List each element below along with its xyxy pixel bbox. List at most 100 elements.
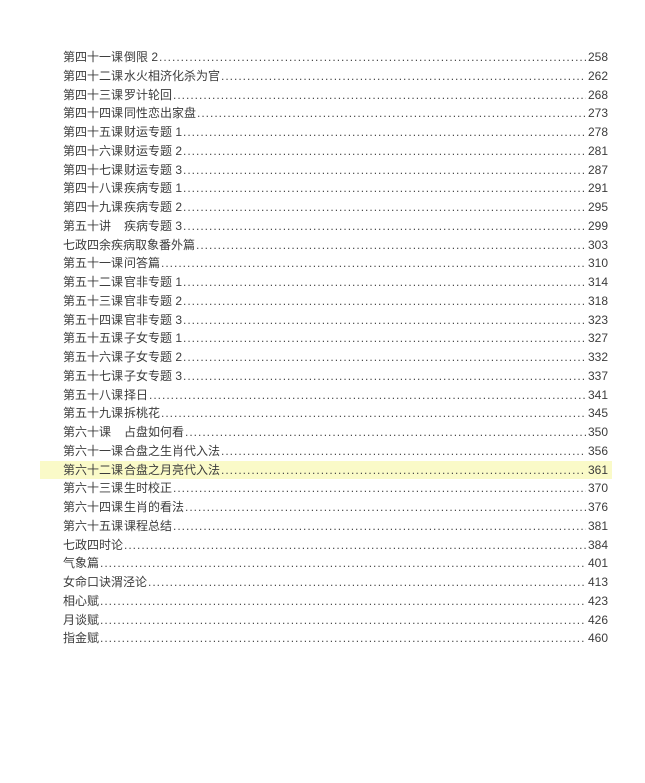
dot-leader bbox=[183, 273, 586, 292]
toc-chapter-label: 第五十一课 bbox=[63, 256, 124, 271]
toc-entry-title: 课程总结 bbox=[124, 518, 173, 533]
toc-entry-title: 财运专题 2 bbox=[124, 143, 183, 158]
toc-chapter-label: 第五十九课 bbox=[63, 406, 124, 421]
toc-chapter-label: 第四十一课 bbox=[63, 50, 124, 64]
toc-page-number: 258 bbox=[587, 50, 608, 64]
toc-chapter-label: 第五十二课 bbox=[63, 275, 124, 289]
dot-leader bbox=[183, 198, 586, 217]
toc-page-number: 460 bbox=[587, 631, 608, 646]
dot-leader bbox=[100, 629, 586, 648]
toc-page-number: 303 bbox=[587, 237, 608, 252]
toc-page-number: 376 bbox=[587, 500, 608, 514]
toc-entry-title: 问答篇 bbox=[124, 256, 161, 271]
toc-page-number: 327 bbox=[587, 331, 608, 346]
dot-leader bbox=[196, 236, 586, 255]
toc-page-number: 299 bbox=[587, 218, 608, 233]
toc-chapter-label: 第五十三课 bbox=[63, 293, 124, 308]
toc-entry-title: 子女专题 3 bbox=[124, 368, 183, 383]
toc-entry-title: 子女专题 1 bbox=[124, 331, 183, 346]
toc-entry[interactable]: 七政四余疾病取象番外篇 303 bbox=[40, 236, 612, 255]
toc-entry-title: 倒限 2 bbox=[124, 50, 159, 64]
toc-page-number: 314 bbox=[587, 275, 608, 289]
toc-page-number: 423 bbox=[587, 593, 608, 608]
toc-chapter-label: 第五十讲 bbox=[63, 218, 112, 233]
toc-chapter-label: 第四十四课 bbox=[63, 106, 124, 121]
toc-entry-title: 合盘之生肖代入法 bbox=[124, 443, 221, 458]
toc-page-number: 273 bbox=[587, 106, 608, 121]
toc-page-number: 370 bbox=[587, 481, 608, 496]
toc-page-number: 310 bbox=[587, 256, 608, 271]
toc-chapter-label: 第四十八课 bbox=[63, 181, 124, 196]
toc-entry[interactable]: 女命口诀渭泾论 413 bbox=[40, 573, 612, 592]
dot-leader bbox=[183, 142, 586, 161]
toc-entry-title: 择日 bbox=[124, 387, 149, 402]
toc-entry-title: 月谈赋 bbox=[63, 612, 100, 627]
toc-chapter-label: 第六十四课 bbox=[63, 500, 124, 514]
toc-page-number: 381 bbox=[587, 518, 608, 533]
toc-entry[interactable]: 气象篇 401 bbox=[40, 554, 612, 573]
toc-entry-title: 同性恋出家盘 bbox=[124, 106, 197, 121]
toc-entry-title: 财运专题 1 bbox=[124, 125, 183, 139]
toc-page-number: 345 bbox=[587, 406, 608, 421]
toc-page-number: 350 bbox=[587, 425, 608, 439]
toc-entry-title: 官非专题 2 bbox=[124, 293, 183, 308]
dot-leader bbox=[100, 611, 586, 630]
toc-entry[interactable]: 月谈赋 426 bbox=[40, 611, 612, 630]
toc-entry[interactable]: 指金赋 460 bbox=[40, 629, 612, 648]
dot-leader bbox=[161, 254, 586, 273]
toc-page-number: 268 bbox=[587, 87, 608, 102]
toc-chapter-label: 第五十四课 bbox=[63, 312, 124, 327]
toc-entry-title: 女命口诀渭泾论 bbox=[63, 575, 148, 589]
toc-page-number: 332 bbox=[587, 350, 608, 364]
toc-entry-title: 水火相济化杀为官 bbox=[124, 68, 221, 83]
dot-leader bbox=[183, 179, 586, 198]
dot-leader bbox=[221, 67, 586, 86]
dot-leader bbox=[183, 367, 586, 386]
toc-chapter-label: 第六十二课 bbox=[63, 462, 124, 477]
dot-leader bbox=[100, 592, 586, 611]
toc-entry-title: 官非专题 1 bbox=[124, 275, 183, 289]
toc-chapter-label: 第五十八课 bbox=[63, 387, 124, 402]
dot-leader bbox=[221, 442, 586, 461]
toc-entry-title: 疾病专题 3 bbox=[124, 218, 183, 233]
toc-entry-title: 子女专题 2 bbox=[124, 350, 183, 364]
toc-entry-title: 生时校正 bbox=[124, 481, 173, 496]
dot-leader bbox=[183, 329, 586, 348]
toc-entry[interactable]: 七政四时论 384 bbox=[40, 536, 612, 555]
toc-page-number: 295 bbox=[587, 200, 608, 214]
dot-leader bbox=[183, 292, 586, 311]
toc-entry-title: 生肖的看法 bbox=[124, 500, 185, 514]
toc-page-number: 318 bbox=[587, 293, 608, 308]
toc-page-number: 356 bbox=[587, 443, 608, 458]
toc-entry[interactable]: 相心赋 423 bbox=[40, 592, 612, 611]
toc-page-number: 323 bbox=[587, 312, 608, 327]
toc-entry-title: 指金赋 bbox=[63, 631, 100, 646]
dot-leader bbox=[149, 386, 586, 405]
